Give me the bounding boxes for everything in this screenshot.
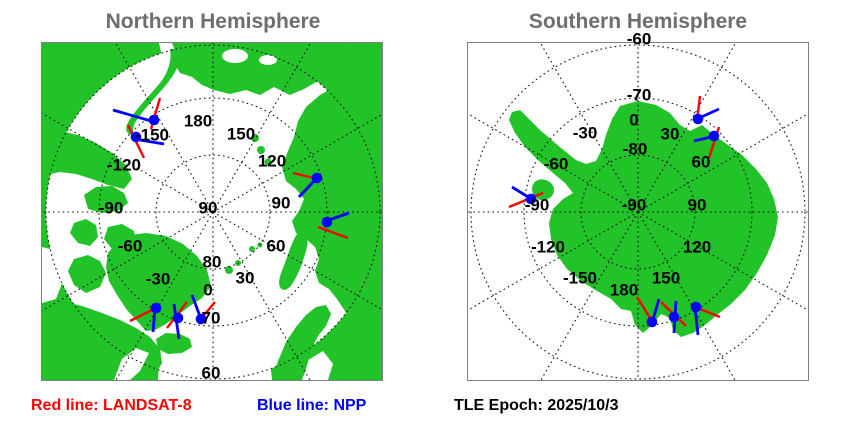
parallel-circle: [45, 44, 381, 380]
graticule-label: -60: [117, 236, 143, 256]
land-chukotka-arm: [126, 49, 181, 135]
graticule-label: 150: [651, 268, 681, 288]
sea-baltic: [302, 351, 333, 380]
sea-north-atlantic: [158, 312, 272, 380]
south-hemisphere-title: Southern Hemisphere: [528, 10, 748, 33]
satellite-marker: [690, 301, 702, 313]
satellite-marker: [708, 130, 720, 142]
landsat8-track-line: [317, 225, 349, 240]
graticule-label: -150: [562, 268, 598, 288]
graticule-label: -120: [106, 155, 142, 175]
graticule-label: -90: [621, 195, 647, 215]
parallel-circle: [470, 44, 806, 380]
graticule-label: -60: [543, 154, 569, 174]
graticule-label: 180: [183, 111, 213, 131]
graticule-label: -120: [530, 237, 566, 257]
graticule-label: 120: [257, 151, 287, 171]
parallel-circle: [580, 154, 696, 270]
satellite-marker: [195, 313, 207, 325]
land-scandinavia: [272, 305, 331, 380]
satellite-marker: [172, 312, 184, 324]
satellite-marker: [646, 316, 658, 328]
tle-epoch-text: TLE Epoch: 2025/10/3: [454, 397, 619, 414]
graticule-label: 0: [629, 110, 639, 130]
land-antarctica: [509, 101, 778, 337]
graticule-label: 70: [201, 308, 221, 328]
graticule-label: -80: [622, 139, 648, 159]
parallel-circle: [155, 154, 271, 270]
legend-blue-line-npp: Blue line: NPP: [257, 397, 367, 414]
parallel-circle: [98, 97, 328, 327]
graticule-label: -30: [572, 123, 598, 143]
land-severnaya-zemlya-2: [257, 146, 265, 154]
graticule-label: 30: [660, 124, 680, 144]
sea-gulf-of-alaska: [42, 247, 66, 303]
graticule-label: -60: [626, 29, 652, 49]
satellite-marker: [525, 193, 537, 205]
south-hemisphere-map: [467, 42, 809, 381]
graticule-label: 180: [609, 280, 639, 300]
land-arctic-island-2: [70, 219, 98, 246]
satellite-marker: [150, 302, 162, 314]
graticule: [42, 43, 382, 380]
graticule-label: 90: [687, 195, 707, 215]
graticule-label: 60: [201, 363, 221, 383]
land-novaya-zemlya: [279, 232, 308, 290]
north-hemisphere-title: Northern Hemisphere: [105, 10, 321, 33]
land-siberia-top: [172, 43, 351, 95]
land-franz-josef-1: [249, 246, 255, 252]
graticule-label: 60: [691, 152, 711, 172]
land-svalbard-1: [225, 266, 233, 274]
north-hemisphere-map: [41, 42, 383, 381]
graticule-label: 0: [203, 280, 213, 300]
graticule-label: 60: [266, 236, 286, 256]
graticule-label: 30: [235, 268, 255, 288]
satellite-marker: [321, 216, 333, 228]
south-map-svg: [468, 43, 808, 380]
graticule-label: -70: [626, 85, 652, 105]
sea-hudson-strait: [114, 348, 149, 380]
satellites: [112, 97, 350, 340]
sea-laptev-inlet: [222, 49, 248, 63]
sea-inlet-small: [259, 55, 277, 65]
land-severnaya-zemlya-3: [264, 158, 272, 166]
graticule-label: 90: [271, 193, 291, 213]
legend-red-line-landsat8: Red line: LANDSAT-8: [31, 397, 192, 414]
graticule-label: 90: [198, 198, 218, 218]
satellite-marker: [692, 113, 704, 125]
graticule-label: 150: [226, 124, 256, 144]
land-alaska: [44, 131, 132, 189]
land-arctic-island-3: [104, 224, 136, 251]
graticule-label: -30: [145, 269, 171, 289]
satellite-marker: [668, 311, 680, 323]
graticule-label: -150: [134, 125, 170, 145]
land-baffin-island: [68, 255, 106, 293]
graticule: [468, 43, 808, 380]
satellite-marker: [130, 131, 142, 143]
graticule-label: 80: [202, 252, 222, 272]
satellite-marker: [148, 114, 160, 126]
land-siberia-east: [282, 77, 382, 355]
north-map-svg: [42, 43, 382, 380]
satellites: [508, 95, 721, 336]
land-iceland: [156, 333, 192, 354]
npp-track-line: [297, 178, 318, 198]
graticule-label: 120: [682, 237, 712, 257]
graticule-label: -90: [98, 198, 124, 218]
parallel-circle: [523, 97, 753, 327]
land-arctic-island-1: [84, 186, 128, 213]
graticule-label: -90: [524, 195, 550, 215]
satellite-marker: [311, 172, 323, 184]
landsat8-track-line: [635, 296, 654, 322]
